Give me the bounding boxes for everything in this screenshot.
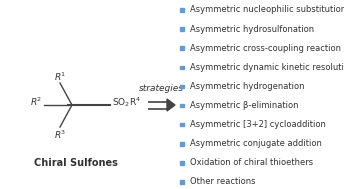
Text: Asymmetric β-elimination: Asymmetric β-elimination xyxy=(190,101,299,110)
Text: strategies: strategies xyxy=(139,84,184,93)
Text: Asymmetric dynamic kinetic resolution: Asymmetric dynamic kinetic resolution xyxy=(190,63,344,72)
Text: Other reactions: Other reactions xyxy=(190,177,256,187)
Bar xyxy=(180,8,184,12)
Text: SO$_2$R$^4$: SO$_2$R$^4$ xyxy=(112,95,141,109)
Bar xyxy=(180,27,184,31)
Text: Asymmetric cross-coupling reaction: Asymmetric cross-coupling reaction xyxy=(190,44,341,53)
Bar xyxy=(180,142,184,146)
Text: Chiral Sulfones: Chiral Sulfones xyxy=(34,158,118,168)
Text: Asymmetric hydrosulfonation: Asymmetric hydrosulfonation xyxy=(190,25,314,34)
Bar xyxy=(180,66,184,69)
Bar xyxy=(180,180,184,184)
Text: $R^1$: $R^1$ xyxy=(54,71,66,83)
Text: Oxidation of chiral thioethers: Oxidation of chiral thioethers xyxy=(190,158,313,167)
Bar xyxy=(180,161,184,165)
Text: $R^3$: $R^3$ xyxy=(54,129,66,141)
Text: Asymmetric hydrogenation: Asymmetric hydrogenation xyxy=(190,82,304,91)
Text: $R^2$: $R^2$ xyxy=(30,96,42,108)
Bar xyxy=(180,85,184,88)
Text: Asymmetric nucleophilic substitution: Asymmetric nucleophilic substitution xyxy=(190,5,344,15)
Polygon shape xyxy=(167,99,175,111)
Bar xyxy=(180,46,184,50)
Text: Asymmetric conjugate addition: Asymmetric conjugate addition xyxy=(190,139,322,148)
Bar xyxy=(180,123,184,126)
Bar xyxy=(180,104,184,107)
Text: Asymmetric [3+2] cycloaddition: Asymmetric [3+2] cycloaddition xyxy=(190,120,326,129)
